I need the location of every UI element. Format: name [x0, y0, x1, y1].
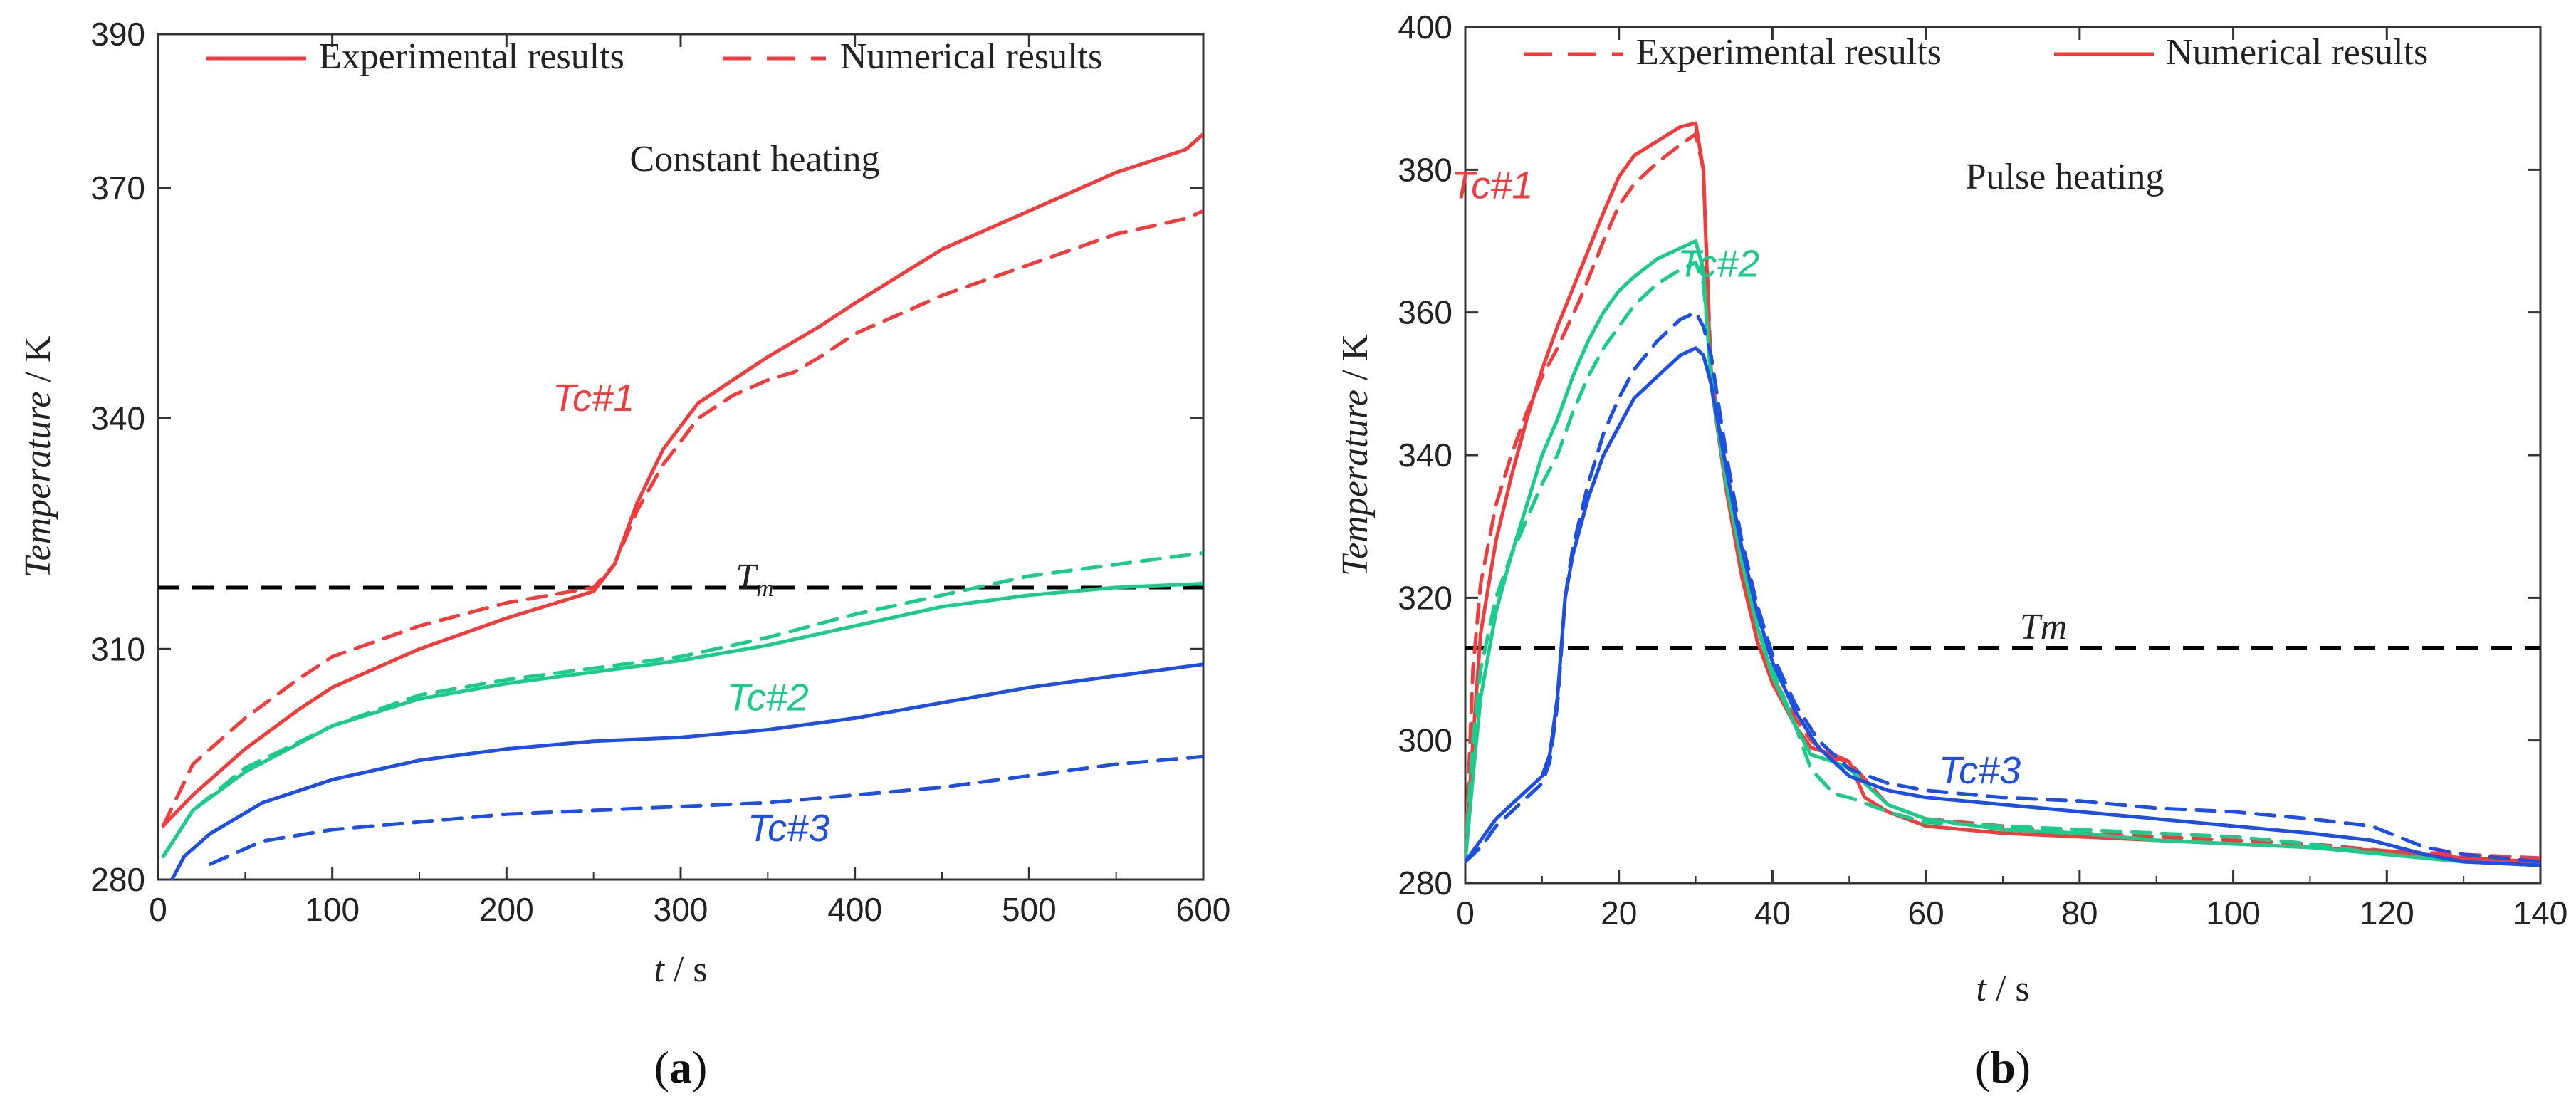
y-tick-label: 390 — [90, 16, 145, 53]
x-tick-label: 0 — [1456, 894, 1475, 932]
x-tick-label: 40 — [1754, 894, 1791, 932]
panel-label: (b) — [1975, 1042, 2031, 1092]
chart-panel-a: 0 100 200 300 400 500 600 280 310 340 370 390 t / s T… — [18, 16, 1230, 1092]
legend: Experimental results Numerical results — [206, 36, 1102, 77]
y-tick-label: 280 — [90, 861, 145, 898]
y-tick-label: 340 — [90, 400, 145, 437]
x-axis-title: t / s — [654, 949, 707, 990]
curve-label-Tc3: Tc#3 — [1939, 749, 2021, 792]
x-tick-label: 80 — [2061, 894, 2098, 932]
heating-mode-annotation: Constant heating — [630, 139, 880, 179]
y-tick-label: 380 — [1398, 151, 1452, 188]
legend-label: Numerical results — [840, 36, 1102, 77]
y-tick-label: 280 — [1398, 865, 1452, 902]
chart-panel-b: 0 20 40 60 80 100 120 140 280 300 320 340 360 380 400 t… — [1335, 9, 2567, 1092]
series-line-Tc3-solid — [170, 662, 1203, 880]
x-tick-label: 140 — [2513, 894, 2568, 932]
x-tick-label: 20 — [1601, 894, 1637, 932]
y-tick-label: 370 — [90, 169, 145, 207]
x-tick-label: 500 — [1002, 891, 1057, 928]
melting-temperature-label: Tm — [735, 557, 773, 602]
x-tick-label: 0 — [149, 891, 167, 928]
series-line-Tc2-solid — [161, 582, 1203, 859]
x-tick-label: 200 — [479, 891, 534, 928]
y-tick-label: 310 — [90, 630, 145, 667]
x-tick-label: 100 — [2206, 894, 2261, 932]
y-tick-label: 300 — [1398, 722, 1452, 759]
legend-label: Numerical results — [2166, 32, 2428, 73]
x-axis-title: t / s — [1976, 969, 2029, 1009]
x-tick-label: 600 — [1176, 891, 1231, 928]
series-line-Tc3-dashed — [1465, 311, 2540, 864]
legend-label: Experimental results — [319, 36, 624, 77]
curve-label-Tc2: Tc#2 — [727, 677, 809, 719]
x-tick-label: 60 — [1908, 894, 1944, 932]
y-tick-label: 400 — [1398, 9, 1452, 46]
y-axis-title: Temperature / K — [1335, 334, 1376, 576]
panel-label: (a) — [654, 1042, 708, 1092]
series-group — [1465, 121, 2540, 867]
curve-label-Tc1: Tc#1 — [553, 377, 634, 419]
x-tick-label: 100 — [305, 891, 360, 928]
series-line-Tc3-solid — [1465, 346, 2540, 867]
y-tick-label: 340 — [1398, 437, 1452, 474]
x-tick-label: 300 — [654, 891, 708, 928]
series-line-Tc1-dashed — [161, 209, 1203, 828]
melting-temperature-label: Tm — [2020, 607, 2067, 647]
y-tick-label: 360 — [1398, 294, 1452, 331]
legend-label: Experimental results — [1636, 32, 1942, 73]
series-line-Tc1-solid — [1465, 121, 2540, 864]
x-tick-label: 120 — [2360, 894, 2414, 932]
series-line-Tc2-dashed — [161, 551, 1203, 859]
series-group — [161, 132, 1203, 880]
curve-label-Tc3: Tc#3 — [748, 807, 829, 850]
series-line-Tc1-solid — [161, 132, 1203, 828]
series-line-Tc3-dashed — [208, 754, 1203, 866]
y-axis-title: Temperature / K — [18, 335, 58, 578]
curve-label-Tc2: Tc#2 — [1677, 243, 1759, 286]
curve-label-Tc1: Tc#1 — [1451, 164, 1533, 207]
heating-mode-annotation: Pulse heating — [1966, 157, 2164, 197]
y-tick-label: 320 — [1398, 579, 1452, 616]
legend: Experimental results Numerical results — [1524, 32, 2428, 73]
x-tick-label: 400 — [827, 891, 882, 928]
